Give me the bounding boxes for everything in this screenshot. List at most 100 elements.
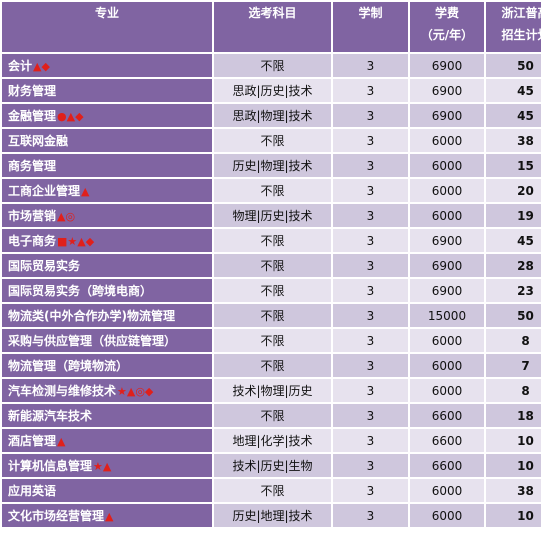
years-cell: 3 — [333, 479, 408, 502]
major-cell: 互联网金融 — [2, 129, 212, 152]
major-name: 汽车检测与维修技术 — [8, 384, 117, 398]
fee-cell: 6000 — [410, 129, 484, 152]
years-cell: 3 — [333, 54, 408, 77]
fee-cell: 6900 — [410, 229, 484, 252]
fee-cell: 15000 — [410, 304, 484, 327]
fee-cell: 6900 — [410, 254, 484, 277]
years-cell: 3 — [333, 404, 408, 427]
fee-cell: 6600 — [410, 454, 484, 477]
years-cell: 3 — [333, 429, 408, 452]
fee-cell: 6900 — [410, 79, 484, 102]
major-cell: 国际贸易实务（跨境电商） — [2, 279, 212, 302]
major-marker-icons: ▲◆ — [33, 60, 50, 73]
subjects-cell: 思政|物理|技术 — [214, 104, 331, 127]
major-cell: 采购与供应管理（供应链管理） — [2, 329, 212, 352]
table-row: 商务管理 历史|物理|技术 3 6000 15 — [2, 154, 541, 177]
fee-cell: 6900 — [410, 104, 484, 127]
table-row: 电子商务■★▲◆ 不限 3 6900 45 — [2, 229, 541, 252]
major-name: 财务管理 — [8, 84, 57, 98]
plan-cell: 38 — [486, 479, 541, 502]
major-marker-icons: ★▲ — [93, 460, 112, 473]
years-cell: 3 — [333, 454, 408, 477]
table-row: 采购与供应管理（供应链管理） 不限 3 6000 8 — [2, 329, 541, 352]
table-row: 互联网金融 不限 3 6000 38 — [2, 129, 541, 152]
subjects-cell: 地理|化学|技术 — [214, 429, 331, 452]
plan-cell: 7 — [486, 354, 541, 377]
fee-cell: 6600 — [410, 404, 484, 427]
plan-cell: 38 — [486, 129, 541, 152]
subjects-cell: 不限 — [214, 229, 331, 252]
subjects-cell: 不限 — [214, 129, 331, 152]
years-cell: 3 — [333, 204, 408, 227]
plan-cell: 18 — [486, 404, 541, 427]
major-name: 物流管理（跨境物流） — [8, 359, 129, 373]
table-row: 金融管理●▲◆ 思政|物理|技术 3 6900 45 — [2, 104, 541, 127]
major-marker-icons: ▲◎ — [57, 210, 76, 223]
subjects-cell: 不限 — [214, 479, 331, 502]
major-name: 会计 — [8, 59, 33, 73]
major-cell: 金融管理●▲◆ — [2, 104, 212, 127]
years-cell: 3 — [333, 354, 408, 377]
plan-cell: 10 — [486, 429, 541, 452]
major-cell: 新能源汽车技术 — [2, 404, 212, 427]
major-cell: 文化市场经营管理▲ — [2, 504, 212, 527]
subjects-cell: 历史|物理|技术 — [214, 154, 331, 177]
plan-cell: 50 — [486, 304, 541, 327]
major-cell: 汽车检测与维修技术★▲◎◆ — [2, 379, 212, 402]
table-row: 计算机信息管理★▲ 技术|历史|生物 3 6600 10 — [2, 454, 541, 477]
plan-cell: 10 — [486, 454, 541, 477]
header-fee: 学费 （元/年） — [410, 2, 484, 52]
years-cell: 3 — [333, 229, 408, 252]
subjects-cell: 不限 — [214, 329, 331, 352]
subjects-cell: 物理|历史|技术 — [214, 204, 331, 227]
subjects-cell: 不限 — [214, 404, 331, 427]
plan-cell: 45 — [486, 79, 541, 102]
table-row: 工商企业管理▲ 不限 3 6000 20 — [2, 179, 541, 202]
subjects-cell: 不限 — [214, 279, 331, 302]
major-cell: 市场营销▲◎ — [2, 204, 212, 227]
table-row: 文化市场经营管理▲ 历史|地理|技术 3 6000 10 — [2, 504, 541, 527]
major-cell: 财务管理 — [2, 79, 212, 102]
plan-cell: 20 — [486, 179, 541, 202]
table-row: 市场营销▲◎ 物理|历史|技术 3 6000 19 — [2, 204, 541, 227]
major-cell: 计算机信息管理★▲ — [2, 454, 212, 477]
major-name: 电子商务 — [8, 234, 57, 248]
table-row: 物流类(中外合作办学)物流管理 不限 3 15000 50 — [2, 304, 541, 327]
years-cell: 3 — [333, 279, 408, 302]
header-years: 学制 — [333, 2, 408, 52]
major-name: 国际贸易实务 — [8, 259, 81, 273]
major-cell: 工商企业管理▲ — [2, 179, 212, 202]
major-name: 金融管理 — [8, 109, 57, 123]
plan-cell: 45 — [486, 104, 541, 127]
fee-cell: 6000 — [410, 329, 484, 352]
major-marker-icons: ■★▲◆ — [57, 235, 95, 248]
major-cell: 电子商务■★▲◆ — [2, 229, 212, 252]
fee-cell: 6000 — [410, 354, 484, 377]
subjects-cell: 不限 — [214, 54, 331, 77]
table-row: 物流管理（跨境物流） 不限 3 6000 7 — [2, 354, 541, 377]
header-subjects: 选考科目 — [214, 2, 331, 52]
major-name: 酒店管理 — [8, 434, 57, 448]
fee-cell: 6000 — [410, 479, 484, 502]
years-cell: 3 — [333, 129, 408, 152]
major-cell: 物流类(中外合作办学)物流管理 — [2, 304, 212, 327]
major-cell: 物流管理（跨境物流） — [2, 354, 212, 377]
header-plan-line1: 浙江普高 — [501, 6, 541, 20]
subjects-cell: 技术|历史|生物 — [214, 454, 331, 477]
major-marker-icons: ▲ — [105, 510, 114, 523]
subjects-cell: 历史|地理|技术 — [214, 504, 331, 527]
header-row: 专业 选考科目 学制 学费 （元/年） 浙江普高 招生计划 — [2, 2, 541, 52]
major-name: 工商企业管理 — [8, 184, 81, 198]
table-row: 会计▲◆ 不限 3 6900 50 — [2, 54, 541, 77]
fee-cell: 6000 — [410, 504, 484, 527]
years-cell: 3 — [333, 504, 408, 527]
subjects-cell: 不限 — [214, 179, 331, 202]
years-cell: 3 — [333, 379, 408, 402]
fee-cell: 6000 — [410, 379, 484, 402]
major-name: 采购与供应管理（供应链管理） — [8, 334, 177, 348]
years-cell: 3 — [333, 154, 408, 177]
major-marker-icons: ★▲◎◆ — [117, 385, 154, 398]
major-marker-icons: ●▲◆ — [57, 110, 84, 123]
major-cell: 应用英语 — [2, 479, 212, 502]
plan-cell: 50 — [486, 54, 541, 77]
